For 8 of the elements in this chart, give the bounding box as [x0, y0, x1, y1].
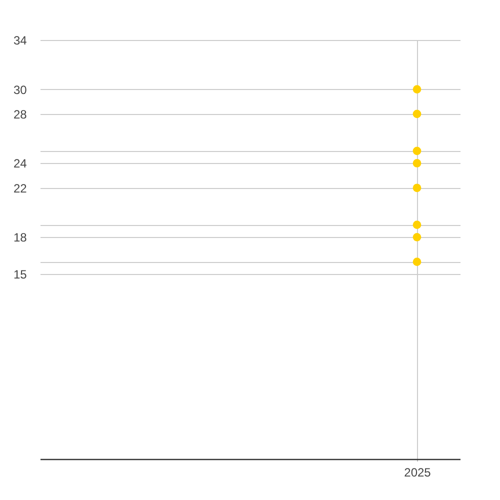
y-tick-label: 34 — [14, 34, 28, 48]
y-tick-label: 18 — [14, 230, 28, 245]
y-tick-label: 28 — [14, 107, 28, 122]
x-tick-label: 2025 — [404, 466, 432, 480]
y-tick-label: 22 — [14, 181, 28, 196]
y-tick-label: 30 — [14, 82, 28, 97]
y-tick-label: 15 — [14, 268, 28, 282]
y-tick-label: 24 — [14, 156, 28, 171]
